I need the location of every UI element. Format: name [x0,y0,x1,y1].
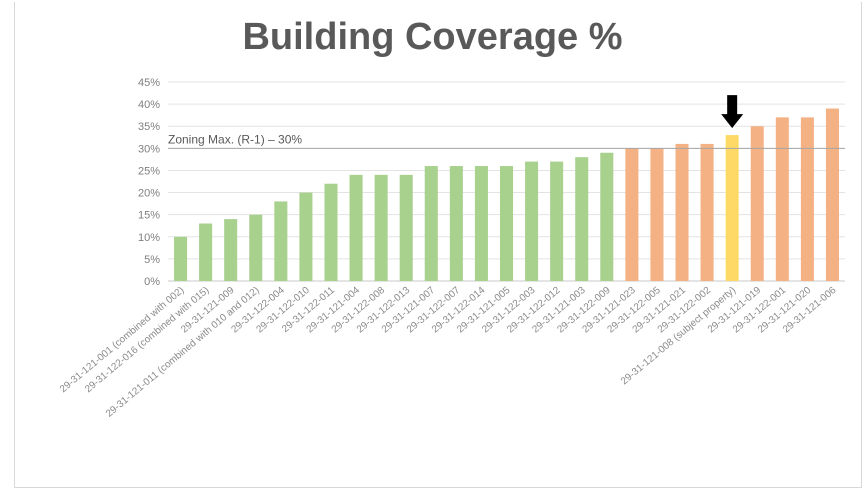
y-tick-label: 35% [138,121,160,133]
bar [474,166,488,281]
chart-title: Building Coverage % [242,16,623,58]
bars [174,108,839,282]
bar [675,143,689,281]
y-tick-label: 15% [138,210,160,222]
y-tick-label: 5% [144,254,160,266]
bar [274,201,288,281]
bar [775,117,789,281]
x-axis-labels: 29-31-121-001 (combined with 002)29-31-1… [58,285,839,420]
bar [349,174,363,281]
bar [825,108,839,282]
y-tick-label: 0% [144,276,160,288]
bar [725,135,739,281]
bar [174,236,188,281]
zoning-max-label: Zoning Max. (R-1) – 30% [168,132,302,146]
bar [374,174,388,281]
bar [199,223,213,281]
y-tick-label: 10% [138,232,160,244]
y-tick-label: 20% [138,188,160,200]
bar [550,161,564,281]
bar [224,219,238,281]
y-tick-label: 40% [138,99,160,111]
bar [650,148,664,281]
bar [600,152,614,281]
x-tick-label: 29-31-121-001 (combined with 002) [58,285,186,395]
subject-arrow [721,95,744,129]
y-axis-ticks: 0% 5% 10% 15% 20% 25% 30% 35% 40% 45% [138,77,160,288]
y-tick-label: 25% [138,165,160,177]
bar [399,174,413,281]
chart-frame [14,2,862,488]
bar [750,126,764,281]
bar [249,214,263,281]
bar [525,161,539,281]
y-tick-label: 30% [138,143,160,155]
bar [499,166,514,281]
bar [700,143,714,281]
bar [575,157,589,281]
bar [449,166,463,281]
bar [800,117,814,281]
down-arrow-icon [721,95,744,129]
bar [424,166,438,281]
bar [324,183,338,281]
bar [625,148,639,281]
reference-line-group: Zoning Max. (R-1) – 30% [168,132,845,149]
y-tick-label: 45% [138,77,160,89]
bar [299,192,313,281]
